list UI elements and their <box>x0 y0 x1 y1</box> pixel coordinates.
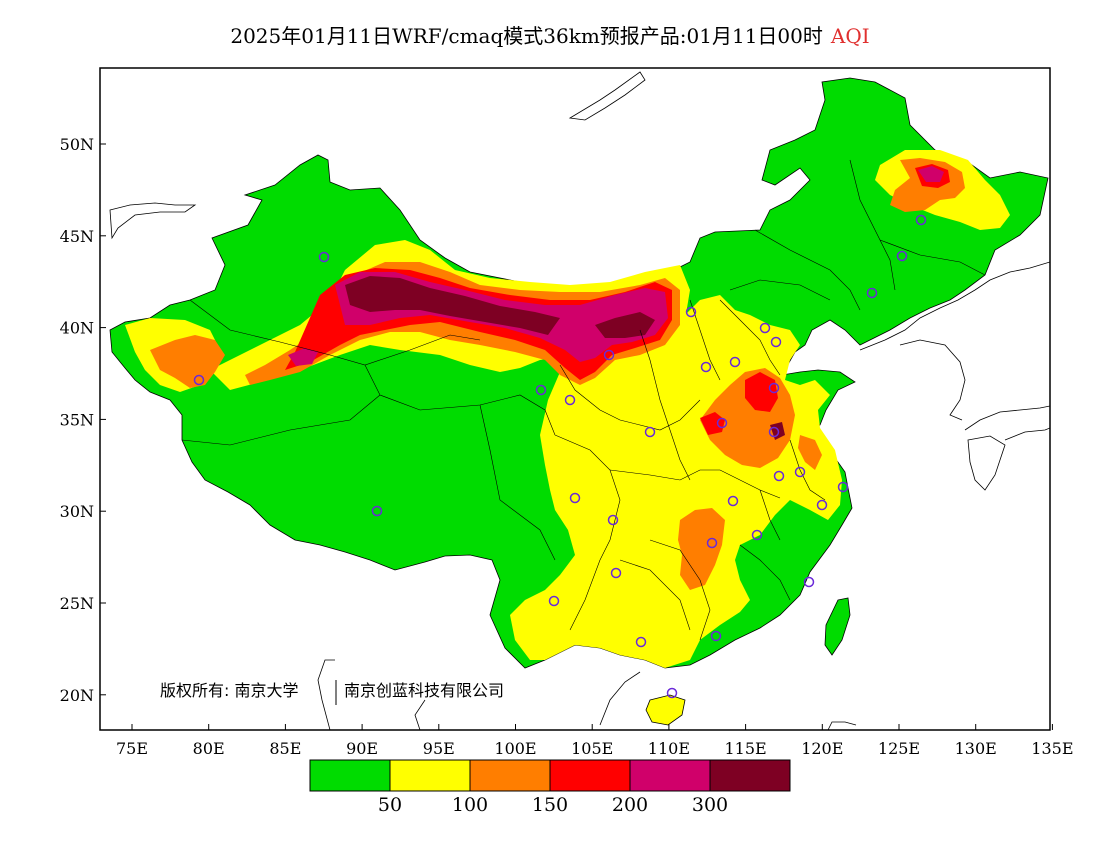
taiwan-island <box>824 597 851 656</box>
lon-tick-label: 125E <box>878 739 920 758</box>
province-borders <box>181 159 986 641</box>
aqi-zone-unhealthy-central <box>745 372 778 412</box>
aqi-zone-sensitive-east <box>798 435 822 470</box>
aqi-zone-sensitive-south <box>678 508 725 590</box>
station-marker-icon <box>770 336 782 348</box>
lon-tick-label: 110E <box>648 739 690 758</box>
station-marker-icon <box>610 567 622 579</box>
station-marker-icon <box>896 250 908 262</box>
legend-label: 100 <box>452 794 488 816</box>
title-text: 2025年01月11日WRF/cmaq模式36km预报产品:01月11日00时 <box>230 24 823 48</box>
latitude-axis: 50N 45N 40N 35N 30N 25N 20N <box>60 135 106 705</box>
station-marker-icon <box>915 214 927 226</box>
station-marker-icon <box>866 287 878 299</box>
station-marker-icon <box>564 394 576 406</box>
station-marker-icon <box>706 537 718 549</box>
aqi-zone-hazardous <box>345 276 560 335</box>
lon-tick-label: 135E <box>1031 739 1073 758</box>
legend-label: 150 <box>532 794 568 816</box>
station-marker-icon <box>816 499 828 511</box>
lon-tick-label: 80E <box>193 739 225 758</box>
lon-tick-label: 120E <box>801 739 843 758</box>
aqi-zone-sensitive-west <box>150 335 225 388</box>
map-title: 2025年01月11日WRF/cmaq模式36km预报产品:01月11日00时 A… <box>0 20 1100 49</box>
neighbour-coastlines <box>109 71 1050 730</box>
station-marker-icon <box>666 687 678 699</box>
station-marker-icon <box>837 481 849 493</box>
legend-label: 300 <box>692 794 728 816</box>
station-marker-icon <box>768 382 780 394</box>
lat-tick-label: 30N <box>60 502 94 521</box>
lon-tick-label: 85E <box>269 739 301 758</box>
copyright-left: 版权所有: 南京大学 <box>160 681 298 700</box>
aqi-zone-very-unhealthy-ne <box>918 166 944 182</box>
station-marker-icon <box>759 322 771 334</box>
station-marker-icon <box>318 251 330 263</box>
station-marker-icon <box>569 492 581 504</box>
station-marker-icon <box>729 356 741 368</box>
station-marker-icon <box>768 426 780 438</box>
legend-swatch <box>549 759 631 792</box>
station-marker-icon <box>794 466 806 478</box>
lon-tick-label: 130E <box>955 739 997 758</box>
legend-swatch <box>469 759 551 792</box>
station-marker-icon <box>603 349 615 361</box>
copyright-right: 南京创蓝科技有限公司 <box>344 681 504 700</box>
station-marker-icon <box>548 595 560 607</box>
station-marker-icon <box>607 514 619 526</box>
station-marker-icon <box>635 636 647 648</box>
aqi-zone-unhealthy-central2 <box>700 412 725 435</box>
lon-tick-label: 95E <box>423 739 455 758</box>
legend-swatch <box>389 759 471 792</box>
station-marker-icon <box>371 505 383 517</box>
station-marker-icon <box>751 529 763 541</box>
aqi-zone-hazardous-east <box>595 312 655 338</box>
station-marker-icon <box>773 470 785 482</box>
lat-tick-label: 25N <box>60 594 94 613</box>
aqi-zone-hazardous-central <box>770 422 785 440</box>
station-marker-icon <box>700 361 712 373</box>
station-markers <box>193 214 927 699</box>
lon-tick-label: 100E <box>494 739 536 758</box>
lat-tick-label: 35N <box>60 410 94 429</box>
legend-swatch <box>709 759 791 792</box>
lon-tick-label: 105E <box>571 739 613 758</box>
lat-tick-label: 40N <box>60 319 94 338</box>
station-marker-icon <box>803 576 815 588</box>
aqi-zone-very-unhealthy-west <box>288 348 318 366</box>
lon-tick-label: 75E <box>116 739 148 758</box>
station-marker-icon <box>716 417 728 429</box>
variable-label: AQI <box>830 24 870 48</box>
hainan-island <box>645 694 686 726</box>
aqi-legend: 50 100 150 200 300 <box>309 759 791 816</box>
lat-tick-label: 45N <box>60 227 94 246</box>
lat-tick-label: 20N <box>60 686 94 705</box>
station-marker-icon <box>193 374 205 386</box>
lat-tick-label: 50N <box>60 135 94 154</box>
station-marker-icon <box>727 495 739 507</box>
lon-tick-label: 90E <box>346 739 378 758</box>
station-marker-icon <box>710 630 722 642</box>
legend-label: 50 <box>378 794 402 816</box>
legend-label: 200 <box>612 794 648 816</box>
legend-swatch <box>309 759 391 792</box>
longitude-axis: 75E 80E 85E 90E 95E 100E 105E 110E 115E 120E 125E 1… <box>116 724 1074 758</box>
station-marker-icon <box>535 384 547 396</box>
station-marker-icon <box>685 306 697 318</box>
station-marker-icon <box>644 426 656 438</box>
lon-tick-label: 115E <box>724 739 766 758</box>
map-content: 版权所有: 南京大学 南京创蓝科技有限公司 <box>109 71 1050 730</box>
legend-swatch <box>629 759 711 792</box>
